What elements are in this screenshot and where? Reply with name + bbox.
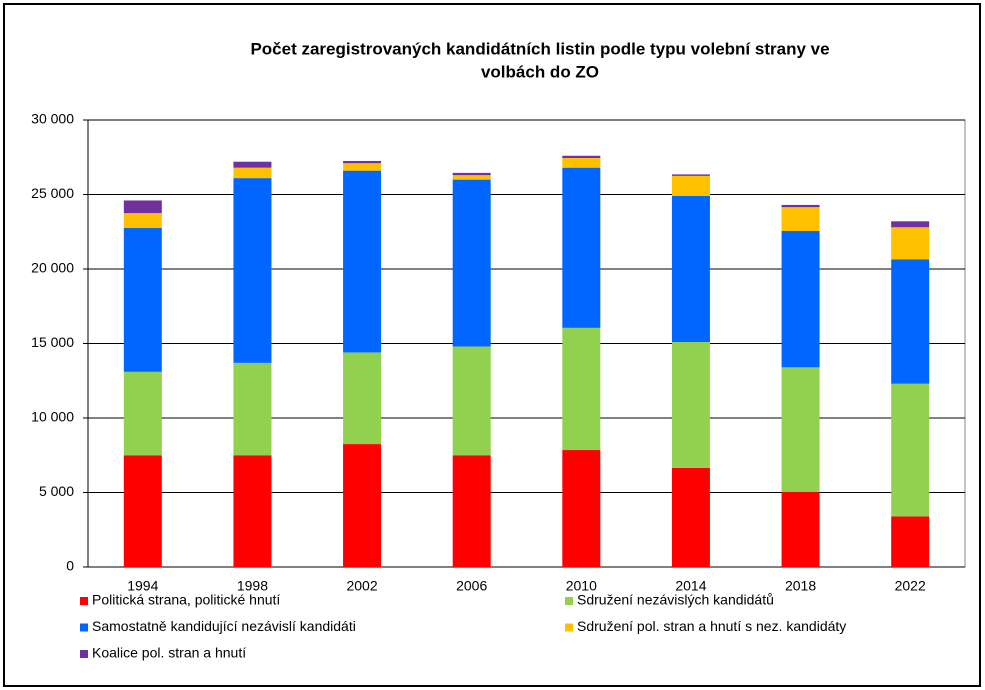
bar-segment: [233, 167, 272, 179]
y-tick-label: 5 000: [39, 483, 74, 499]
bar-segment: [781, 231, 820, 368]
legend-swatch: [565, 597, 573, 605]
bar-segment: [562, 155, 601, 158]
bar-segment: [781, 207, 820, 232]
legend-swatch: [80, 623, 88, 632]
bar-segment: [671, 467, 710, 567]
bar-segment: [671, 195, 710, 343]
x-tick-label: 1994: [127, 578, 158, 594]
x-tick-label: 2022: [895, 578, 926, 594]
bar-segment: [781, 367, 820, 492]
bar-segment: [343, 160, 382, 164]
y-tick-label: 30 000: [31, 111, 74, 127]
bar-segment: [123, 455, 162, 567]
bar-segment: [233, 178, 272, 363]
legend-swatch: [80, 597, 88, 605]
bar-segment: [233, 455, 272, 567]
bar-segment: [562, 327, 601, 451]
legend-swatch: [565, 623, 573, 632]
x-tick-label: 2002: [346, 578, 377, 594]
legend-label: Sdružení nezávislých kandidátů: [577, 592, 774, 608]
bar-segment: [123, 371, 162, 456]
bar-segment: [343, 163, 382, 171]
legend-label: Koalice pol. stran a hnutí: [92, 645, 246, 661]
bar-segment: [671, 175, 710, 196]
chart-title: Počet zaregistrovaných kandidátních list…: [250, 39, 829, 58]
legend-label: Samostatně kandidující nezávislí kandidá…: [92, 618, 356, 634]
bar-segment: [452, 346, 491, 456]
bar-segment: [671, 174, 710, 176]
legend-label: Sdružení pol. stran a hnutí s nez. kandi…: [577, 618, 846, 634]
bar-segment: [562, 167, 601, 328]
bar-segment: [123, 200, 162, 214]
y-tick-label: 15 000: [31, 334, 74, 350]
chart-title: volbách do ZO: [481, 62, 599, 81]
bar-segment: [343, 170, 382, 353]
bar-segment: [781, 204, 820, 208]
x-tick-label: 2018: [785, 578, 816, 594]
bar-segment: [891, 259, 930, 384]
x-tick-label: 1998: [237, 578, 268, 594]
bar-segment: [123, 213, 162, 229]
y-tick-label: 0: [66, 558, 74, 574]
bar-segment: [452, 172, 491, 176]
x-tick-label: 2006: [456, 578, 487, 594]
y-tick-label: 25 000: [31, 185, 74, 201]
bar-segment: [891, 221, 930, 228]
bar-segment: [891, 516, 930, 567]
bar-segment: [562, 157, 601, 168]
bar-segment: [233, 362, 272, 456]
bar-segment: [891, 227, 930, 260]
bar-segment: [452, 179, 491, 347]
y-tick-label: 10 000: [31, 409, 74, 425]
bar-segment: [123, 228, 162, 372]
y-tick-label: 20 000: [31, 260, 74, 276]
x-tick-label: 2014: [675, 578, 706, 594]
bar-segment: [671, 342, 710, 468]
legend-label: Politická strana, politické hnutí: [92, 592, 280, 608]
bar-segment: [781, 491, 820, 567]
bar-segment: [891, 383, 930, 517]
x-tick-label: 2010: [566, 578, 597, 594]
bar-segment: [452, 455, 491, 567]
bar-segment: [343, 444, 382, 567]
bar-segment: [343, 352, 382, 445]
bar-segment: [562, 450, 601, 567]
bar-segment: [452, 175, 491, 180]
legend-swatch: [80, 650, 88, 658]
bar-segment: [233, 161, 272, 168]
